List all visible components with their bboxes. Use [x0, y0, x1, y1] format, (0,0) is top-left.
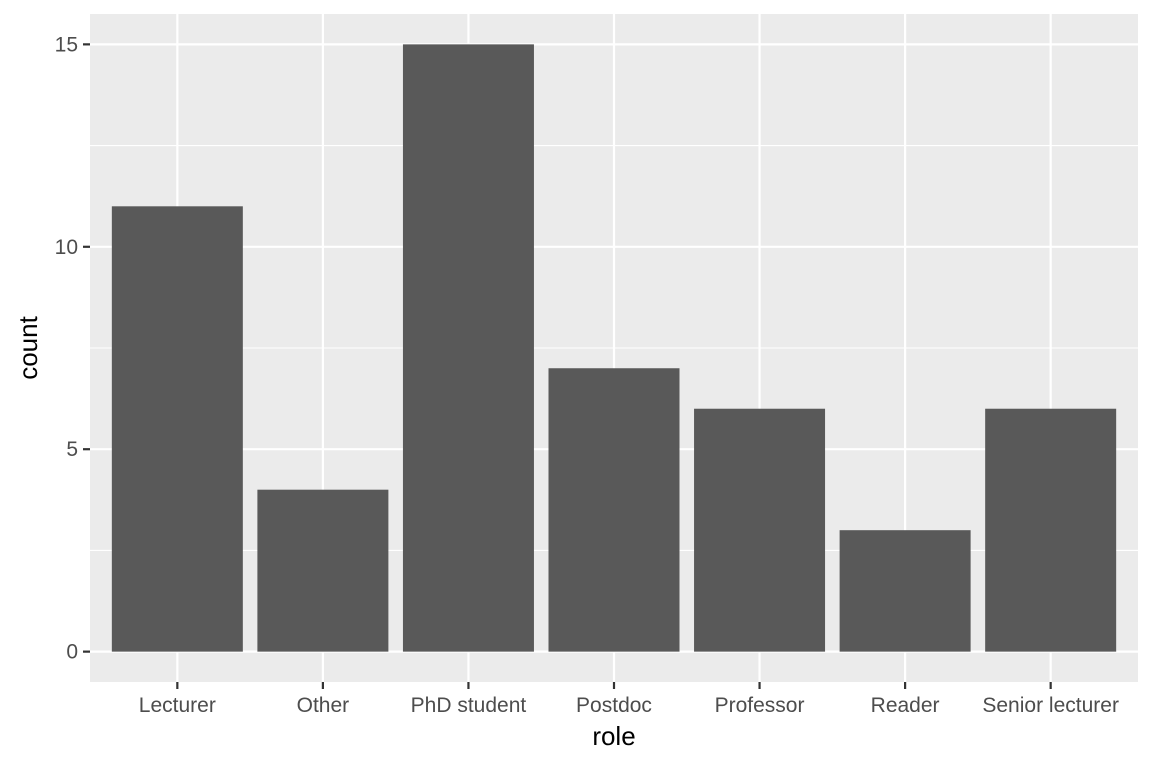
x-tick-label: Reader [871, 694, 940, 717]
bar-professor [694, 408, 826, 652]
bar-lecturer [111, 206, 243, 652]
x-tick-label: Professor [715, 694, 805, 717]
bar-phd-student [402, 44, 534, 652]
x-tick-label: Postdoc [576, 694, 652, 717]
bar-reader [839, 530, 971, 652]
y-axis: 0 5 10 15 [55, 33, 90, 664]
y-tick-label: 10 [55, 236, 78, 259]
x-axis-title: role [592, 721, 635, 751]
bars [111, 44, 1117, 652]
x-tick-label: Lecturer [139, 694, 216, 717]
x-tick-label: Senior lecturer [982, 694, 1119, 717]
y-axis-title: count [13, 315, 43, 379]
bar-senior-lecturer [985, 408, 1117, 652]
y-tick-label: 5 [66, 438, 78, 461]
y-tick-label: 0 [66, 641, 78, 664]
x-axis: Lecturer Other PhD student Postdoc Professor… [139, 682, 1119, 717]
x-tick-label: PhD student [411, 694, 527, 717]
y-tick-label: 15 [55, 33, 78, 56]
bar-other [257, 489, 389, 652]
x-tick-label: Other [297, 694, 350, 717]
bar-postdoc [548, 368, 680, 652]
